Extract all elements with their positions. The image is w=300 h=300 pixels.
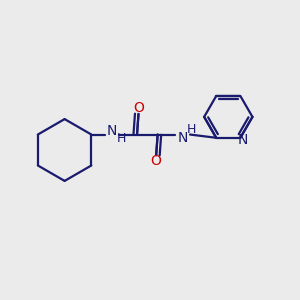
Text: N: N (238, 133, 248, 147)
Text: N: N (107, 124, 117, 138)
Text: H: H (187, 123, 196, 136)
Text: H: H (117, 133, 126, 146)
Text: O: O (151, 154, 162, 168)
Text: O: O (133, 101, 144, 115)
Text: N: N (178, 131, 188, 145)
